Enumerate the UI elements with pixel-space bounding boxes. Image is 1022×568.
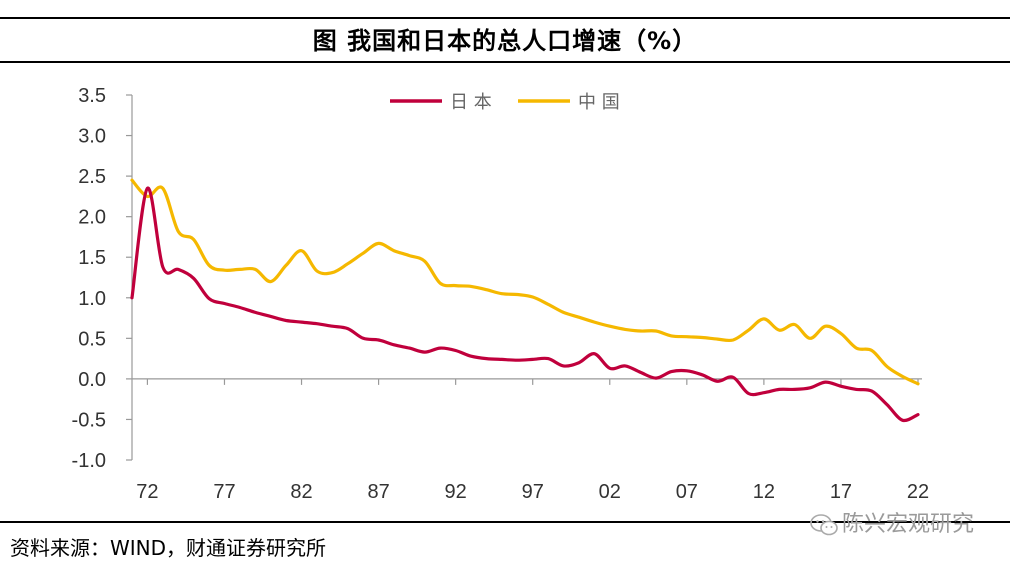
- x-tick-label: 07: [676, 481, 698, 503]
- line-chart: 3.5 3.0 2.5 2.0 1.5 1.0 0.5 0.0 -0.5 -1.0 72 77 82 87…: [72, 85, 930, 503]
- y-tick-label: 0.5: [78, 328, 106, 350]
- series-line-china: [130, 178, 920, 386]
- y-tick-label: 2.0: [78, 207, 106, 229]
- watermark-text: 陈兴宏观研究: [842, 512, 975, 537]
- chart-title: 图 我国和日本的总人口增速（%）: [312, 27, 698, 55]
- legend-label: 日 本: [450, 92, 492, 113]
- bottom-rule: [0, 521, 1010, 523]
- y-tick-label: -0.5: [72, 409, 106, 431]
- x-tick-label: 02: [599, 481, 621, 503]
- source-note: 资料来源：WIND，财通证券研究所: [10, 536, 327, 560]
- x-tick-label: 72: [136, 481, 158, 503]
- y-tick-label: 1.5: [78, 247, 106, 269]
- x-tick-label: 22: [907, 481, 929, 503]
- title-rule: [0, 61, 1010, 63]
- y-tick-label: 3.5: [78, 85, 106, 107]
- x-tick-label: 82: [290, 481, 312, 503]
- y-tick-label: 2.5: [78, 166, 106, 188]
- watermark: 陈兴宏观研究: [810, 506, 974, 538]
- x-tick-label: 97: [522, 481, 544, 503]
- top-rule: [0, 17, 1010, 19]
- x-tick-label: 77: [213, 481, 235, 503]
- x-tick-label: 17: [830, 481, 852, 503]
- x-tick-label: 92: [445, 481, 467, 503]
- y-tick-label: -1.0: [72, 450, 106, 472]
- series-line-japan: [130, 186, 920, 423]
- y-tick-label: 1.0: [78, 288, 106, 310]
- y-tick-label: 0.0: [78, 369, 106, 391]
- x-tick-label: 87: [367, 481, 389, 503]
- legend-label: 中 国: [578, 92, 620, 113]
- y-tick-label: 3.0: [78, 126, 106, 148]
- x-tick-label: 12: [753, 481, 775, 503]
- wechat-icon: [810, 514, 838, 536]
